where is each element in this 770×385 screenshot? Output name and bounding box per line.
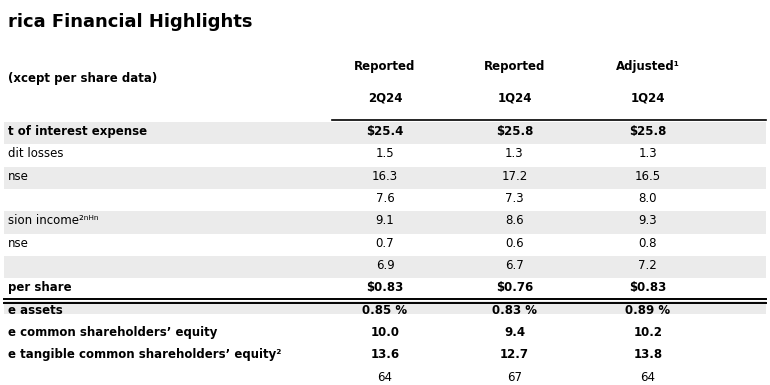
Text: sion income²ⁿᴴⁿ: sion income²ⁿᴴⁿ [8, 214, 99, 227]
Text: t of interest expense: t of interest expense [8, 125, 147, 138]
Text: $25.4: $25.4 [367, 125, 403, 138]
Text: 8.6: 8.6 [505, 214, 524, 227]
Text: 6.9: 6.9 [376, 259, 394, 272]
Text: Reported: Reported [354, 60, 416, 73]
Text: $0.83: $0.83 [367, 281, 403, 294]
Text: 1Q24: 1Q24 [631, 91, 665, 104]
Text: 8.0: 8.0 [638, 192, 657, 205]
Text: 10.2: 10.2 [633, 326, 662, 339]
Text: $0.83: $0.83 [629, 281, 666, 294]
Text: 10.0: 10.0 [370, 326, 400, 339]
Text: Adjusted¹: Adjusted¹ [616, 60, 680, 73]
Text: 2Q24: 2Q24 [368, 91, 402, 104]
Text: dit losses: dit losses [8, 147, 63, 160]
Text: 0.83 %: 0.83 % [492, 304, 537, 316]
Text: nse: nse [8, 170, 28, 182]
Bar [4, 167, 766, 189]
Text: 1.5: 1.5 [376, 147, 394, 160]
Text: 64: 64 [377, 371, 393, 383]
Text: nse: nse [8, 237, 28, 249]
Text: 16.5: 16.5 [634, 170, 661, 182]
Text: 1.3: 1.3 [505, 147, 524, 160]
Text: rica Financial Highlights: rica Financial Highlights [8, 13, 253, 32]
Text: 13.6: 13.6 [370, 348, 400, 361]
Text: e common shareholders’ equity: e common shareholders’ equity [8, 326, 217, 339]
Text: 64: 64 [641, 371, 655, 383]
Text: 67: 67 [507, 371, 522, 383]
Text: 0.7: 0.7 [376, 237, 394, 249]
Text: 7.3: 7.3 [505, 192, 524, 205]
Text: 7.6: 7.6 [376, 192, 394, 205]
Text: $25.8: $25.8 [496, 125, 533, 138]
Text: Reported: Reported [484, 60, 545, 73]
Text: 0.8: 0.8 [638, 237, 657, 249]
Text: 0.6: 0.6 [505, 237, 524, 249]
Text: 9.4: 9.4 [504, 326, 525, 339]
Text: 12.7: 12.7 [500, 348, 529, 361]
Text: 9.1: 9.1 [376, 214, 394, 227]
Bar [4, 256, 766, 278]
Bar [4, 301, 766, 323]
Text: 7.2: 7.2 [638, 259, 657, 272]
Text: 17.2: 17.2 [501, 170, 527, 182]
Text: 1.3: 1.3 [638, 147, 657, 160]
Text: 6.7: 6.7 [505, 259, 524, 272]
Text: 16.3: 16.3 [372, 170, 398, 182]
Text: $25.8: $25.8 [629, 125, 667, 138]
Bar [4, 345, 766, 368]
Text: 0.89 %: 0.89 % [625, 304, 671, 316]
Text: per share: per share [8, 281, 72, 294]
Text: $0.76: $0.76 [496, 281, 533, 294]
Text: 0.85 %: 0.85 % [363, 304, 407, 316]
Bar [4, 122, 766, 144]
Text: 1Q24: 1Q24 [497, 91, 532, 104]
Text: e assets: e assets [8, 304, 62, 316]
Text: 9.3: 9.3 [638, 214, 657, 227]
Text: e tangible common shareholders’ equity²: e tangible common shareholders’ equity² [8, 348, 281, 361]
Text: (xcept per share data): (xcept per share data) [8, 72, 157, 85]
Bar [4, 211, 766, 234]
Text: 13.8: 13.8 [633, 348, 662, 361]
